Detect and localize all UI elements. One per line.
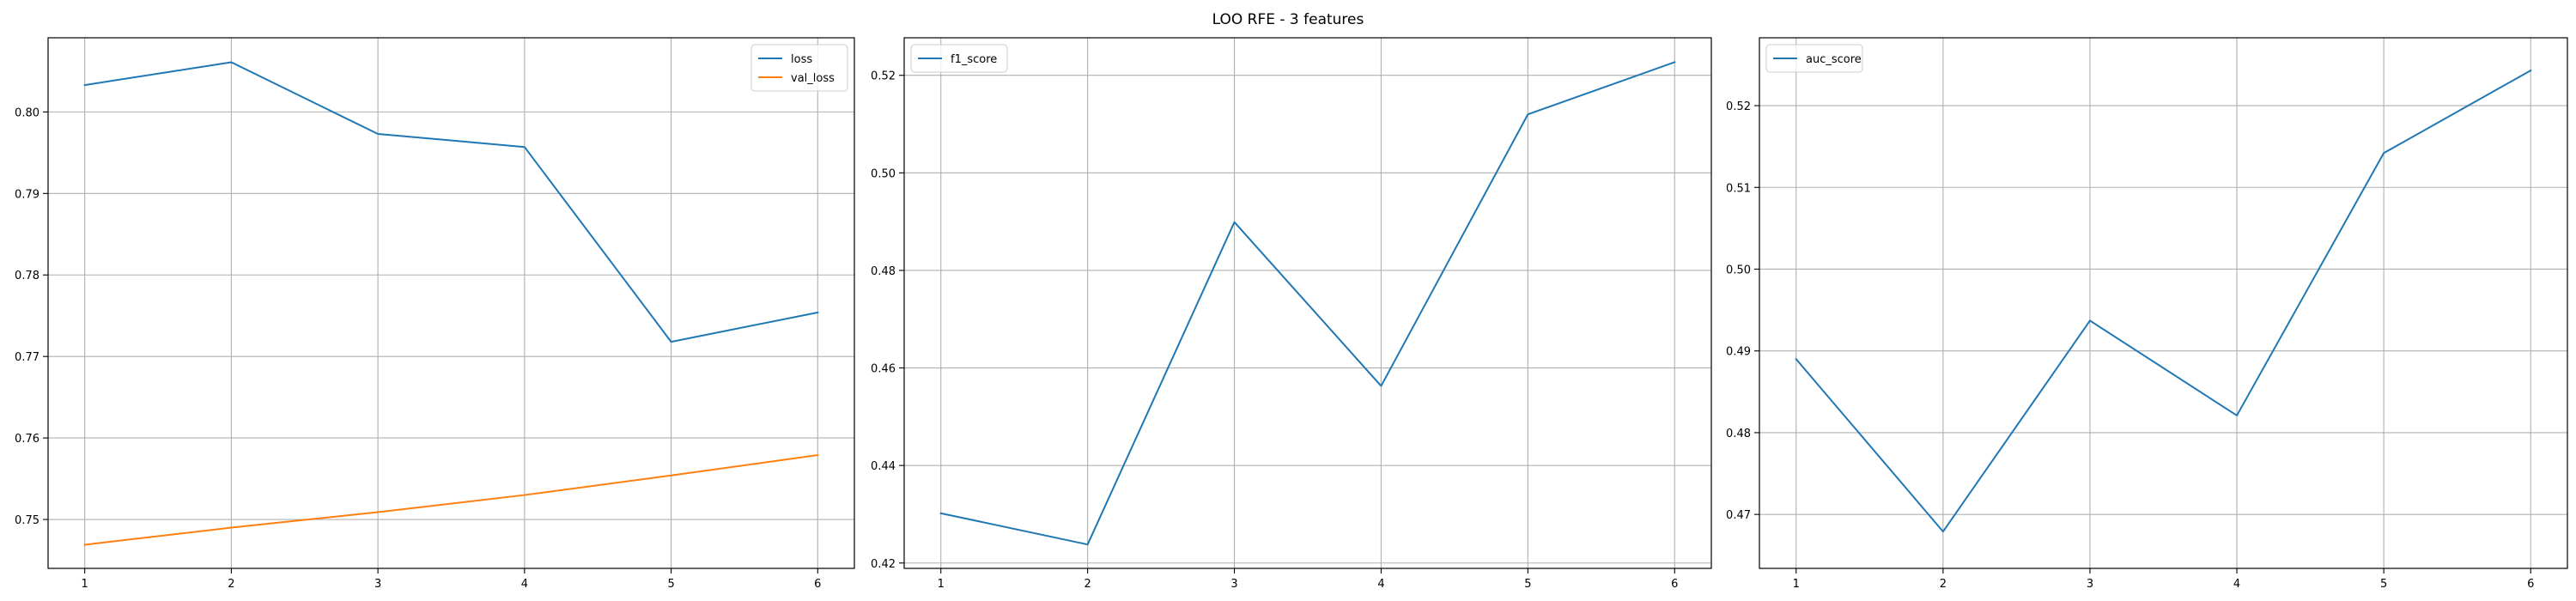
figure-title: LOO RFE - 3 features bbox=[1212, 11, 1364, 28]
y-tick-label: 0.50 bbox=[871, 167, 896, 180]
x-tick-label: 2 bbox=[228, 578, 234, 591]
x-tick-label: 3 bbox=[374, 578, 381, 591]
y-tick-label: 0.75 bbox=[15, 514, 39, 527]
x-tick-label: 6 bbox=[814, 578, 821, 591]
x-tick-label: 3 bbox=[2087, 578, 2093, 591]
legend-label: loss bbox=[791, 53, 812, 66]
legend-box bbox=[910, 44, 1008, 73]
legend: auc_score bbox=[1765, 44, 1863, 73]
x-tick-label: 3 bbox=[1230, 578, 1237, 591]
legend-label: auc_score bbox=[1806, 53, 1862, 66]
subplot-1: 1 2 3 4 5 6 0.75 0.76 0.77 0.78 0.79 0.80 loss val_lo… bbox=[15, 37, 855, 591]
x-tick-label: 2 bbox=[1084, 578, 1091, 591]
legend-box bbox=[1765, 44, 1863, 73]
series-line-auc-score bbox=[1795, 69, 2532, 533]
series-line-val-loss bbox=[83, 453, 819, 546]
y-tick-label: 0.44 bbox=[871, 460, 896, 473]
x-tick-label: 6 bbox=[2527, 578, 2534, 591]
x-tick-label: 6 bbox=[1671, 578, 1678, 591]
y-tick-label: 0.48 bbox=[1726, 428, 1751, 440]
x-tick-label: 5 bbox=[667, 578, 674, 591]
x-tick-label: 2 bbox=[1940, 578, 1947, 591]
y-tick-label: 0.50 bbox=[1726, 264, 1751, 276]
subplots: 1 2 3 4 5 6 0.75 0.76 0.77 0.78 0.79 0.80 loss val_lo… bbox=[15, 37, 2568, 591]
axes-frame bbox=[47, 37, 855, 569]
legend-label: f1_score bbox=[951, 53, 997, 66]
y-tick-label: 0.77 bbox=[15, 351, 39, 364]
x-tick-label: 1 bbox=[938, 578, 945, 591]
x-tick-label: 1 bbox=[1793, 578, 1800, 591]
y-tick-label: 0.76 bbox=[15, 433, 39, 446]
y-tick-label: 0.49 bbox=[1726, 346, 1751, 359]
series-line-f1-score bbox=[939, 61, 1676, 546]
axes-frame bbox=[1759, 37, 2568, 569]
y-tick-label: 0.79 bbox=[15, 188, 39, 201]
y-tick-label: 0.52 bbox=[871, 70, 896, 83]
subplot-2: 1 2 3 4 5 6 0.42 0.44 0.46 0.48 0.50 0.52 f1_score bbox=[871, 37, 1712, 591]
legend: f1_score bbox=[910, 44, 1008, 73]
x-tick-label: 4 bbox=[2233, 578, 2240, 591]
x-tick-label: 4 bbox=[521, 578, 528, 591]
x-tick-label: 5 bbox=[2380, 578, 2387, 591]
y-tick-label: 0.52 bbox=[1726, 100, 1751, 113]
x-tick-label: 4 bbox=[1377, 578, 1384, 591]
y-tick-label: 0.48 bbox=[871, 265, 896, 278]
subplot-3: 1 2 3 4 5 6 0.47 0.48 0.49 0.50 0.51 0.52 auc_score bbox=[1726, 37, 2568, 591]
y-tick-label: 0.47 bbox=[1726, 509, 1751, 522]
x-tick-label: 5 bbox=[1524, 578, 1531, 591]
axes-frame bbox=[903, 37, 1712, 569]
x-tick-label: 1 bbox=[82, 578, 88, 591]
legend-label: val_loss bbox=[791, 72, 835, 85]
y-tick-label: 0.80 bbox=[15, 106, 39, 119]
y-tick-label: 0.51 bbox=[1726, 182, 1751, 195]
y-tick-label: 0.46 bbox=[871, 363, 896, 376]
legend: loss val_loss bbox=[750, 44, 848, 92]
legend-box bbox=[750, 44, 848, 92]
series-line-loss bbox=[83, 61, 819, 343]
y-tick-label: 0.42 bbox=[871, 558, 896, 571]
y-tick-label: 0.78 bbox=[15, 270, 39, 282]
